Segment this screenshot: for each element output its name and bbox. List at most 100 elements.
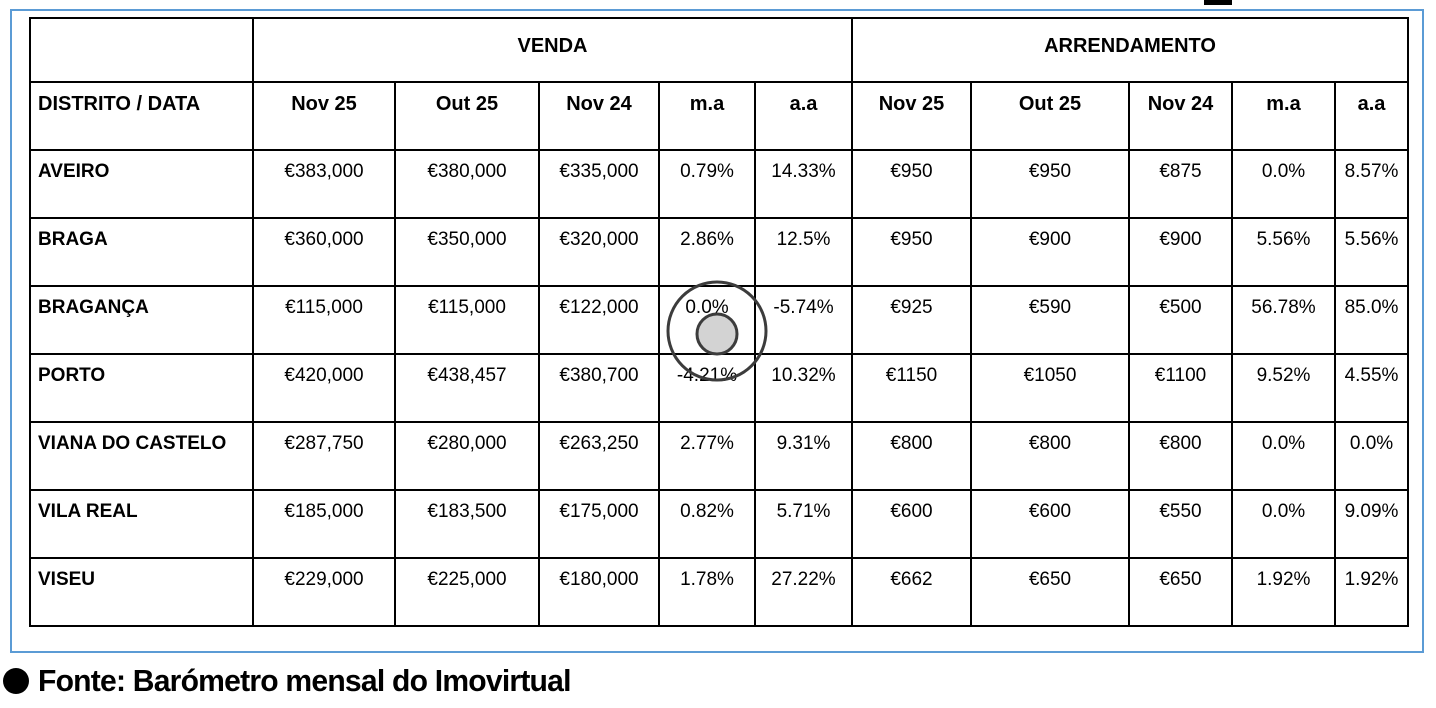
column-header: Nov 25 [252, 81, 396, 151]
cell: €350,000 [394, 217, 540, 287]
cell: 10.32% [754, 353, 853, 423]
cell: 2.86% [658, 217, 756, 287]
cell: 27.22% [754, 557, 853, 627]
cell: €287,750 [252, 421, 396, 491]
district-cell: AVEIRO [29, 149, 254, 219]
cell: €550 [1128, 489, 1233, 559]
district-cell: VIANA DO CASTELO [29, 421, 254, 491]
cell: €122,000 [538, 285, 660, 355]
cell: €590 [970, 285, 1130, 355]
cell: €360,000 [252, 217, 396, 287]
source-footer: Fonte: Barómetro mensal do Imovirtual [3, 663, 587, 699]
column-header: a.a [754, 81, 853, 151]
cell: 12.5% [754, 217, 853, 287]
cell: €600 [970, 489, 1130, 559]
cell: €263,250 [538, 421, 660, 491]
column-header: Out 25 [394, 81, 540, 151]
cell: €600 [851, 489, 972, 559]
column-header-distrito: DISTRITO / DATA [29, 81, 254, 151]
source-text: Fonte: Barómetro mensal do Imovirtual [38, 663, 571, 698]
group-header-row: VENDA ARRENDAMENTO [29, 17, 1410, 83]
table-row: VILA REAL €185,000 €183,500 €175,000 0.8… [29, 489, 1410, 559]
cell: 1.92% [1231, 557, 1336, 627]
cell: 1.78% [658, 557, 756, 627]
corner-cell [29, 17, 254, 83]
cell: €380,700 [538, 353, 660, 423]
cell: €900 [970, 217, 1130, 287]
cell: €180,000 [538, 557, 660, 627]
cell: €1050 [970, 353, 1130, 423]
column-header: a.a [1333, 81, 1410, 151]
district-cell: VILA REAL [29, 489, 254, 559]
group-header-arrendamento: ARRENDAMENTO [850, 17, 1410, 83]
cell: 0.0% [1231, 489, 1336, 559]
cell: €420,000 [252, 353, 396, 423]
district-cell: VISEU [29, 557, 254, 627]
cell: €225,000 [394, 557, 540, 627]
cell: €662 [851, 557, 972, 627]
cell: €185,000 [252, 489, 396, 559]
cell: 9.31% [754, 421, 853, 491]
cell: 0.0% [1231, 421, 1336, 491]
column-header: Out 25 [970, 81, 1130, 151]
cell: 4.55% [1333, 353, 1410, 423]
cell: €950 [851, 149, 972, 219]
price-table: VENDA ARRENDAMENTO DISTRITO / DATA Nov 2… [29, 17, 1410, 627]
cell: -5.74% [754, 285, 853, 355]
cell: €175,000 [538, 489, 660, 559]
cell: €925 [851, 285, 972, 355]
table-row: PORTO €420,000 €438,457 €380,700 -4.21% … [29, 353, 1410, 423]
cell: €280,000 [394, 421, 540, 491]
cell: €115,000 [252, 285, 396, 355]
district-cell: BRAGANÇA [29, 285, 254, 355]
column-header: m.a [1231, 81, 1336, 151]
column-header: Nov 25 [851, 81, 972, 151]
cell: 5.71% [754, 489, 853, 559]
district-cell: PORTO [29, 353, 254, 423]
cell: €800 [970, 421, 1130, 491]
cell: €875 [1128, 149, 1233, 219]
cell: €1150 [851, 353, 972, 423]
cell: 85.0% [1333, 285, 1410, 355]
cell: 0.79% [658, 149, 756, 219]
cropped-text-fragment [1204, 0, 1232, 5]
cell: €950 [851, 217, 972, 287]
cell: 1.92% [1333, 557, 1410, 627]
table-row: BRAGANÇA €115,000 €115,000 €122,000 0.0%… [29, 285, 1410, 355]
cell: 0.0% [1333, 421, 1410, 491]
table-row: VISEU €229,000 €225,000 €180,000 1.78% 2… [29, 557, 1410, 627]
table-row: AVEIRO €383,000 €380,000 €335,000 0.79% … [29, 149, 1410, 219]
cell: 0.0% [658, 285, 756, 355]
outer-blue-frame [10, 9, 1424, 653]
cell: €115,000 [394, 285, 540, 355]
column-header-row: DISTRITO / DATA Nov 25 Out 25 Nov 24 m.a… [29, 81, 1410, 151]
cell: €229,000 [252, 557, 396, 627]
cell: €320,000 [538, 217, 660, 287]
cell: €950 [970, 149, 1130, 219]
cell: €438,457 [394, 353, 540, 423]
cell: €335,000 [538, 149, 660, 219]
cell: 9.09% [1333, 489, 1410, 559]
table-row: BRAGA €360,000 €350,000 €320,000 2.86% 1… [29, 217, 1410, 287]
group-header-venda: VENDA [252, 17, 853, 83]
cell: 2.77% [658, 421, 756, 491]
cell: €1100 [1128, 353, 1233, 423]
cell: 14.33% [754, 149, 853, 219]
table-row: VIANA DO CASTELO €287,750 €280,000 €263,… [29, 421, 1410, 491]
cell: 9.52% [1231, 353, 1336, 423]
cell: €183,500 [394, 489, 540, 559]
cell: -4.21% [658, 353, 756, 423]
cell: €650 [1128, 557, 1233, 627]
cell: €380,000 [394, 149, 540, 219]
cell: €383,000 [252, 149, 396, 219]
cell: €800 [851, 421, 972, 491]
cell: €800 [1128, 421, 1233, 491]
cell: 56.78% [1231, 285, 1336, 355]
cell: 8.57% [1333, 149, 1410, 219]
cell: €500 [1128, 285, 1233, 355]
district-cell: BRAGA [29, 217, 254, 287]
bullet-icon [3, 668, 29, 694]
cell: 0.0% [1231, 149, 1336, 219]
cell: 0.82% [658, 489, 756, 559]
cell: 5.56% [1231, 217, 1336, 287]
